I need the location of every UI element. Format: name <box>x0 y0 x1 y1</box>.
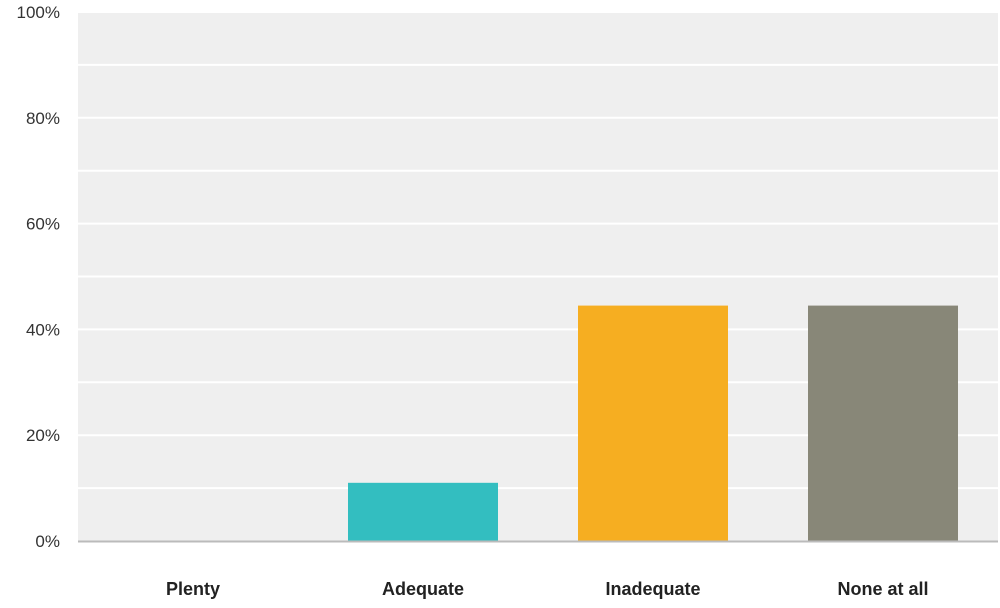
bar-none-at-all <box>808 305 958 541</box>
x-tick-label: Inadequate <box>605 579 700 599</box>
y-tick-label: 20% <box>26 426 60 445</box>
y-tick-label: 60% <box>26 215 60 234</box>
bar-inadequate <box>578 305 728 541</box>
y-tick-label: 100% <box>17 3 60 22</box>
y-axis-ticks: 0% 20% 40% 60% 80% 100% <box>17 3 60 551</box>
x-axis-ticks: Plenty Adequate Inadequate None at all <box>166 579 929 599</box>
y-tick-label: 80% <box>26 109 60 128</box>
x-tick-label: None at all <box>837 579 928 599</box>
y-tick-label: 0% <box>35 532 60 551</box>
gridlines <box>78 11 998 490</box>
x-tick-label: Plenty <box>166 579 220 599</box>
y-tick-label: 40% <box>26 320 60 339</box>
bar-adequate <box>348 482 498 541</box>
x-tick-label: Adequate <box>382 579 464 599</box>
bars <box>348 305 958 541</box>
